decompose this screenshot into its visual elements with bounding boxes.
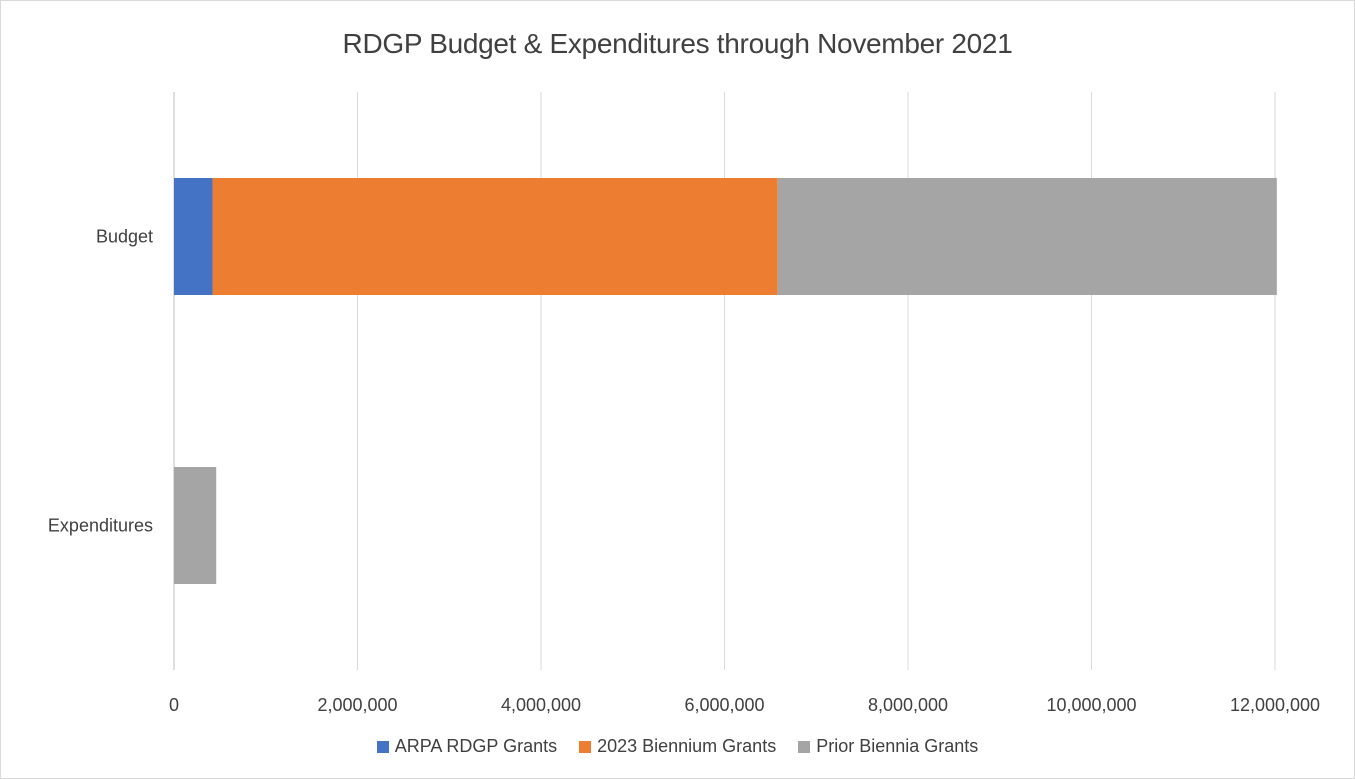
bar-segment bbox=[174, 467, 217, 584]
legend-item: ARPA RDGP Grants bbox=[376, 736, 558, 757]
legend: ARPA RDGP Grants 2023 Biennium Grants Prio… bbox=[0, 736, 1355, 757]
category-label: Budget bbox=[96, 227, 153, 247]
bar-segment bbox=[777, 178, 1277, 295]
legend-item: 2023 Biennium Grants bbox=[579, 736, 776, 757]
legend-label: ARPA RDGP Grants bbox=[394, 736, 558, 756]
x-tick-label: 12,000,000 bbox=[1230, 695, 1320, 715]
legend-label: 2023 Biennium Grants bbox=[597, 736, 777, 756]
x-tick-label: 8,000,000 bbox=[868, 695, 948, 715]
legend-swatch bbox=[376, 740, 389, 753]
chart-title: RDGP Budget & Expenditures through Novem… bbox=[342, 28, 1013, 59]
x-tick-label: 10,000,000 bbox=[1046, 695, 1136, 715]
x-tick-label: 2,000,000 bbox=[317, 695, 397, 715]
x-tick-label: 0 bbox=[169, 695, 179, 715]
category-label: Expenditures bbox=[48, 516, 153, 536]
legend-swatch bbox=[798, 740, 811, 753]
x-tick-label: 6,000,000 bbox=[684, 695, 764, 715]
legend-label: Prior Biennia Grants bbox=[816, 736, 979, 756]
bar-segment bbox=[212, 178, 778, 295]
legend-swatch bbox=[579, 740, 592, 753]
x-tick-label: 4,000,000 bbox=[501, 695, 581, 715]
legend-item: Prior Biennia Grants bbox=[798, 736, 978, 757]
bar-segment bbox=[174, 178, 213, 295]
